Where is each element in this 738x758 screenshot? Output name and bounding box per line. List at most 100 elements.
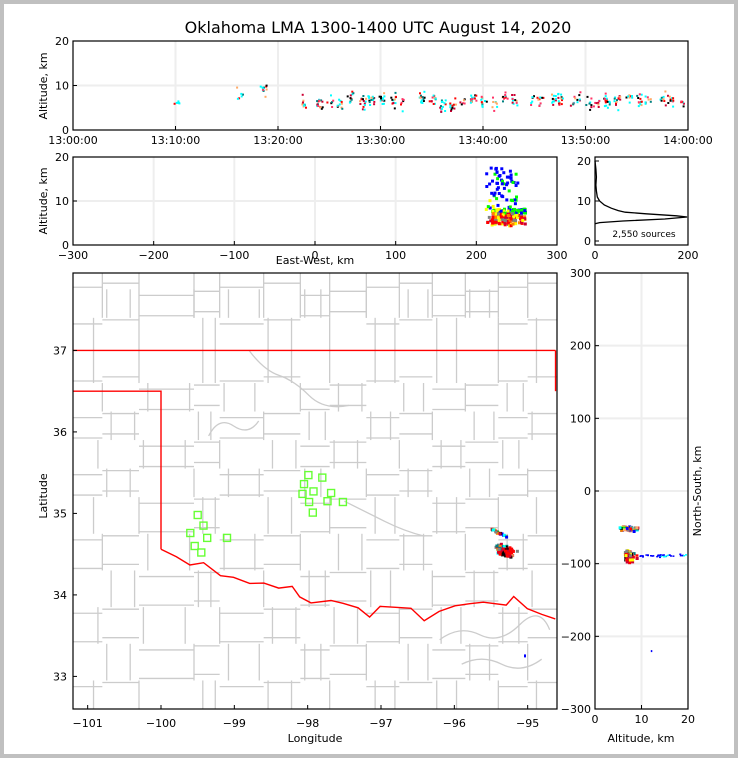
- lma-station-marker: [197, 548, 206, 557]
- east-west-source: [502, 182, 506, 186]
- panhandle-border: [73, 390, 162, 550]
- time-altitude-source: [660, 99, 663, 102]
- time-altitude-source: [372, 97, 375, 100]
- east-west-source: [514, 219, 517, 222]
- east-west-source: [505, 198, 509, 202]
- north-south-source: [628, 525, 632, 529]
- time-altitude-source: [321, 100, 324, 103]
- time-altitude-source: [470, 98, 473, 101]
- map-lightning-source: [502, 545, 506, 549]
- time-altitude-source: [597, 103, 600, 106]
- time-altitude-source: [604, 95, 607, 98]
- time-altitude-source: [609, 101, 611, 104]
- time-altitude-source: [628, 101, 631, 104]
- east-west-source: [512, 215, 516, 219]
- time-altitude-source: [637, 97, 640, 99]
- x-tick-label: 0: [312, 249, 319, 262]
- time-altitude-source: [555, 97, 557, 100]
- time-altitude-source: [350, 98, 353, 101]
- time-altitude-source: [616, 99, 618, 102]
- time-altitude-source: [392, 102, 395, 104]
- time-altitude-source: [336, 104, 339, 107]
- time-altitude-source: [423, 90, 426, 93]
- map-lightning-source: [498, 552, 502, 556]
- east-west-source: [490, 223, 494, 227]
- time-altitude-source: [480, 101, 483, 104]
- east-west-source: [515, 195, 518, 199]
- time-altitude-source: [589, 108, 592, 111]
- time-altitude-source: [639, 97, 642, 100]
- east-west-source: [501, 179, 504, 183]
- map-lightning-source: [511, 549, 515, 553]
- time-altitude-source: [638, 93, 641, 96]
- time-altitude-source: [573, 95, 576, 98]
- east-west-source: [502, 209, 505, 213]
- north-south-source: [664, 555, 667, 558]
- time-altitude-source: [302, 101, 304, 104]
- time-altitude-source: [351, 90, 354, 93]
- north-south-source: [628, 554, 632, 558]
- time-altitude-source: [331, 106, 334, 108]
- time-altitude-panel: 13:00:00 13:10:00 13:20:00 13:30:00 13:40:00…: [37, 35, 713, 147]
- north-south-source: [628, 558, 632, 562]
- time-altitude-source: [561, 99, 563, 102]
- time-altitude-source: [668, 95, 671, 98]
- time-altitude-source: [579, 91, 582, 94]
- time-altitude-source: [542, 96, 545, 99]
- time-altitude-source: [439, 106, 442, 109]
- time-altitude-source: [440, 99, 443, 102]
- east-west-source: [494, 216, 497, 220]
- east-west-source: [514, 172, 518, 176]
- y-tick-label: 10: [55, 80, 69, 93]
- map-lightning-source: [502, 533, 506, 537]
- time-altitude-source: [511, 101, 514, 104]
- time-altitude-source: [340, 102, 343, 105]
- time-altitude-source: [440, 107, 443, 110]
- east-west-source: [511, 218, 515, 222]
- time-altitude-source: [664, 90, 667, 93]
- east-west-source: [503, 211, 507, 215]
- map-lightning-source: [497, 547, 501, 551]
- time-altitude-source: [173, 102, 176, 105]
- time-altitude-source: [449, 106, 452, 109]
- time-altitude-source: [363, 108, 366, 111]
- east-west-source: [500, 222, 504, 226]
- east-west-source: [523, 215, 527, 219]
- time-altitude-source: [560, 97, 563, 100]
- time-altitude-source: [672, 97, 675, 100]
- time-altitude-source: [536, 96, 539, 99]
- east-west-source: [511, 212, 514, 216]
- east-west-source: [491, 179, 494, 183]
- time-altitude-source: [613, 100, 616, 103]
- time-altitude-source: [177, 100, 180, 103]
- east-west-source: [515, 213, 519, 217]
- north-south-ylabel: North-South, km: [691, 446, 704, 537]
- north-south-source: [639, 555, 642, 557]
- red-river-border: [160, 548, 556, 622]
- time-altitude-source: [422, 100, 425, 102]
- time-altitude-source: [603, 105, 606, 108]
- time-altitude-source: [649, 98, 652, 101]
- x-tick-label: 14:00:00: [663, 134, 712, 147]
- y-tick-label: 34: [53, 589, 67, 602]
- time-altitude-source: [558, 103, 561, 106]
- y-tick-label: 20: [55, 35, 69, 48]
- time-altitude-source: [538, 98, 541, 101]
- time-altitude-source: [401, 98, 404, 101]
- east-west-source: [516, 209, 520, 212]
- time-altitude-source: [265, 88, 268, 91]
- time-altitude-source: [177, 101, 180, 104]
- time-altitude-source: [301, 103, 304, 106]
- time-altitude-source: [363, 102, 366, 105]
- east-west-source: [508, 205, 512, 209]
- east-west-source: [496, 203, 500, 207]
- time-altitude-source: [502, 95, 505, 98]
- time-altitude-source: [368, 101, 371, 104]
- time-altitude-source: [264, 95, 267, 98]
- time-altitude-source: [321, 106, 324, 109]
- time-altitude-source: [492, 96, 494, 99]
- time-altitude-source: [402, 98, 405, 101]
- north-south-source: [635, 557, 639, 560]
- map-lightning-source: [515, 549, 519, 553]
- y-tick-label: 33: [53, 670, 67, 683]
